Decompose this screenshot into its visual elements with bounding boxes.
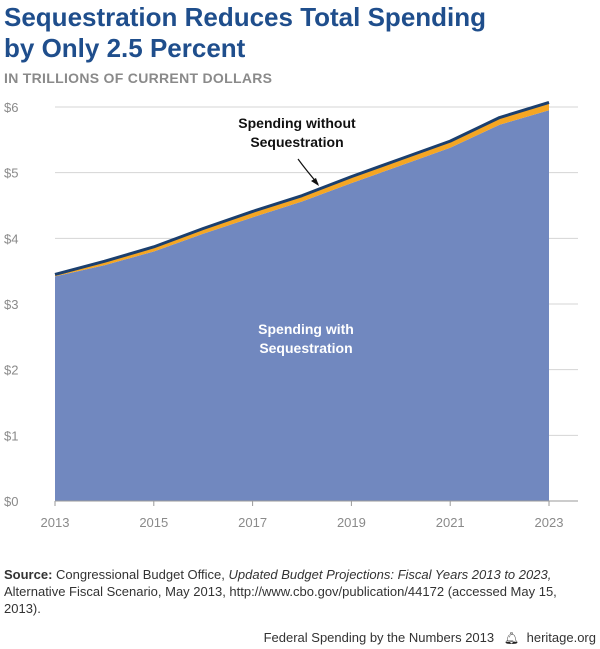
footer-brand: heritage.org <box>526 630 596 645</box>
y-tick-label: $6 <box>4 100 18 115</box>
x-tick-label: 2017 <box>238 515 267 530</box>
source-label: Source: <box>4 567 53 582</box>
chart-title: Sequestration Reduces Total Spending by … <box>4 2 596 64</box>
annotation-pointer-arrowhead <box>311 178 319 186</box>
annotation-with-line2: Sequestration <box>259 340 352 356</box>
chart-subtitle: IN TRILLIONS OF CURRENT DOLLARS <box>4 70 273 86</box>
y-tick-label: $5 <box>4 166 18 181</box>
area-with-sequestration <box>55 110 549 502</box>
y-tick-label: $3 <box>4 297 18 312</box>
source-note: Source: Congressional Budget Office, Upd… <box>4 566 596 617</box>
x-tick-label: 2013 <box>41 515 70 530</box>
y-tick-label: $2 <box>4 363 18 378</box>
chart-title-line2: by Only 2.5 Percent <box>4 33 246 63</box>
area-sequestration-gap <box>55 102 549 277</box>
source-italic-title: Updated Budget Projections: Fiscal Years… <box>228 567 552 582</box>
y-tick-label: $0 <box>4 494 18 509</box>
liberty-bell-icon: 🔔︎ <box>503 631 519 645</box>
x-tick-label: 2023 <box>535 515 564 530</box>
source-text-before: Congressional Budget Office, <box>52 567 229 582</box>
x-tick-label: 2021 <box>436 515 465 530</box>
chart-title-line1: Sequestration Reduces Total Spending <box>4 2 487 32</box>
line-without-sequestration <box>54 100 550 276</box>
y-tick-label: $1 <box>4 428 18 443</box>
y-tick-label: $4 <box>4 231 18 246</box>
area-chart: $0 $1 $2 $3 $4 $5 $6 2013 2015 2017 2019 2021 2023 Sp… <box>4 100 578 530</box>
source-text-after: Alternative Fiscal Scenario, May 2013, h… <box>4 584 557 616</box>
x-tick-label: 2019 <box>337 515 366 530</box>
annotation-without-line2: Sequestration <box>250 134 343 150</box>
x-tick-label: 2015 <box>139 515 168 530</box>
footer: Federal Spending by the Numbers 2013 🔔︎ … <box>264 630 596 645</box>
annotation-without-line1: Spending without <box>238 115 356 131</box>
footer-publication: Federal Spending by the Numbers 2013 <box>263 630 495 645</box>
annotation-with-line1: Spending with <box>258 321 354 337</box>
